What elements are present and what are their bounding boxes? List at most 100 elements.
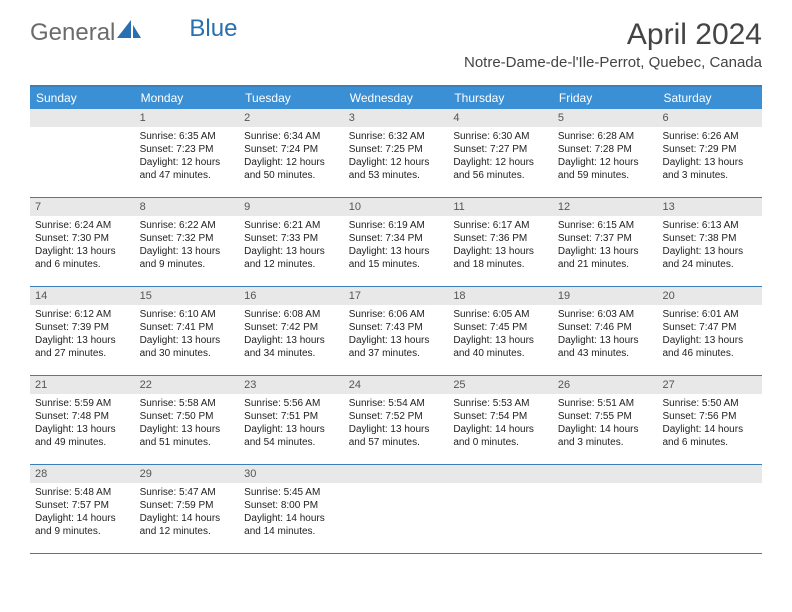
day-cell: 3Sunrise: 6:32 AMSunset: 7:25 PMDaylight… (344, 109, 449, 197)
daylight-text: Daylight: 13 hours and 54 minutes. (244, 423, 339, 449)
day-cell: 12Sunrise: 6:15 AMSunset: 7:37 PMDayligh… (553, 198, 658, 286)
day-content: Sunrise: 6:34 AMSunset: 7:24 PMDaylight:… (239, 127, 344, 188)
sunrise-text: Sunrise: 5:59 AM (35, 397, 130, 410)
weekday-header: Tuesday (239, 87, 344, 109)
day-number: 21 (30, 376, 135, 394)
day-cell: 15Sunrise: 6:10 AMSunset: 7:41 PMDayligh… (135, 287, 240, 375)
sunset-text: Sunset: 7:34 PM (349, 232, 444, 245)
sunrise-text: Sunrise: 6:35 AM (140, 130, 235, 143)
day-content: Sunrise: 5:59 AMSunset: 7:48 PMDaylight:… (30, 394, 135, 455)
daylight-text: Daylight: 14 hours and 9 minutes. (35, 512, 130, 538)
day-cell: 9Sunrise: 6:21 AMSunset: 7:33 PMDaylight… (239, 198, 344, 286)
daylight-text: Daylight: 14 hours and 14 minutes. (244, 512, 339, 538)
day-content: Sunrise: 6:32 AMSunset: 7:25 PMDaylight:… (344, 127, 449, 188)
sunrise-text: Sunrise: 6:13 AM (662, 219, 757, 232)
day-number: 18 (448, 287, 553, 305)
day-number: 9 (239, 198, 344, 216)
day-cell: 17Sunrise: 6:06 AMSunset: 7:43 PMDayligh… (344, 287, 449, 375)
day-content: Sunrise: 6:21 AMSunset: 7:33 PMDaylight:… (239, 216, 344, 277)
day-number: 24 (344, 376, 449, 394)
day-number: 29 (135, 465, 240, 483)
weekday-header: Thursday (448, 87, 553, 109)
week-row: 1Sunrise: 6:35 AMSunset: 7:23 PMDaylight… (30, 109, 762, 198)
day-cell (30, 109, 135, 197)
sunrise-text: Sunrise: 6:10 AM (140, 308, 235, 321)
day-cell: 13Sunrise: 6:13 AMSunset: 7:38 PMDayligh… (657, 198, 762, 286)
day-content: Sunrise: 6:28 AMSunset: 7:28 PMDaylight:… (553, 127, 658, 188)
day-number: 4 (448, 109, 553, 127)
day-number: 10 (344, 198, 449, 216)
sunrise-text: Sunrise: 6:22 AM (140, 219, 235, 232)
sunrise-text: Sunrise: 6:26 AM (662, 130, 757, 143)
sunrise-text: Sunrise: 5:50 AM (662, 397, 757, 410)
sunset-text: Sunset: 8:00 PM (244, 499, 339, 512)
empty-day-bar (448, 465, 553, 483)
day-content: Sunrise: 5:58 AMSunset: 7:50 PMDaylight:… (135, 394, 240, 455)
empty-day-bar (30, 109, 135, 127)
daylight-text: Daylight: 13 hours and 40 minutes. (453, 334, 548, 360)
day-content: Sunrise: 6:15 AMSunset: 7:37 PMDaylight:… (553, 216, 658, 277)
day-number: 20 (657, 287, 762, 305)
empty-day-bar (553, 465, 658, 483)
sunrise-text: Sunrise: 5:47 AM (140, 486, 235, 499)
sunrise-text: Sunrise: 6:24 AM (35, 219, 130, 232)
logo: General Blue (30, 18, 237, 47)
weekday-header: Wednesday (344, 87, 449, 109)
day-number: 15 (135, 287, 240, 305)
sunset-text: Sunset: 7:42 PM (244, 321, 339, 334)
day-content: Sunrise: 5:56 AMSunset: 7:51 PMDaylight:… (239, 394, 344, 455)
day-cell: 16Sunrise: 6:08 AMSunset: 7:42 PMDayligh… (239, 287, 344, 375)
day-content: Sunrise: 5:54 AMSunset: 7:52 PMDaylight:… (344, 394, 449, 455)
daylight-text: Daylight: 13 hours and 27 minutes. (35, 334, 130, 360)
day-cell: 30Sunrise: 5:45 AMSunset: 8:00 PMDayligh… (239, 465, 344, 553)
sunrise-text: Sunrise: 6:32 AM (349, 130, 444, 143)
daylight-text: Daylight: 12 hours and 59 minutes. (558, 156, 653, 182)
daylight-text: Daylight: 13 hours and 21 minutes. (558, 245, 653, 271)
day-cell: 20Sunrise: 6:01 AMSunset: 7:47 PMDayligh… (657, 287, 762, 375)
sunrise-text: Sunrise: 6:17 AM (453, 219, 548, 232)
sunrise-text: Sunrise: 5:53 AM (453, 397, 548, 410)
daylight-text: Daylight: 14 hours and 3 minutes. (558, 423, 653, 449)
day-number: 2 (239, 109, 344, 127)
sunrise-text: Sunrise: 6:15 AM (558, 219, 653, 232)
day-cell: 27Sunrise: 5:50 AMSunset: 7:56 PMDayligh… (657, 376, 762, 464)
day-cell: 14Sunrise: 6:12 AMSunset: 7:39 PMDayligh… (30, 287, 135, 375)
day-cell: 1Sunrise: 6:35 AMSunset: 7:23 PMDaylight… (135, 109, 240, 197)
day-cell: 2Sunrise: 6:34 AMSunset: 7:24 PMDaylight… (239, 109, 344, 197)
sunset-text: Sunset: 7:23 PM (140, 143, 235, 156)
weekday-header: Friday (553, 87, 658, 109)
sunset-text: Sunset: 7:27 PM (453, 143, 548, 156)
day-content: Sunrise: 6:26 AMSunset: 7:29 PMDaylight:… (657, 127, 762, 188)
sunset-text: Sunset: 7:38 PM (662, 232, 757, 245)
sunrise-text: Sunrise: 5:58 AM (140, 397, 235, 410)
week-row: 21Sunrise: 5:59 AMSunset: 7:48 PMDayligh… (30, 376, 762, 465)
daylight-text: Daylight: 13 hours and 3 minutes. (662, 156, 757, 182)
day-cell: 25Sunrise: 5:53 AMSunset: 7:54 PMDayligh… (448, 376, 553, 464)
day-cell (448, 465, 553, 553)
day-number: 13 (657, 198, 762, 216)
sunrise-text: Sunrise: 5:54 AM (349, 397, 444, 410)
sunset-text: Sunset: 7:48 PM (35, 410, 130, 423)
day-content: Sunrise: 6:19 AMSunset: 7:34 PMDaylight:… (344, 216, 449, 277)
day-cell: 26Sunrise: 5:51 AMSunset: 7:55 PMDayligh… (553, 376, 658, 464)
sunset-text: Sunset: 7:25 PM (349, 143, 444, 156)
day-content: Sunrise: 6:13 AMSunset: 7:38 PMDaylight:… (657, 216, 762, 277)
day-number: 16 (239, 287, 344, 305)
sunset-text: Sunset: 7:55 PM (558, 410, 653, 423)
day-cell: 6Sunrise: 6:26 AMSunset: 7:29 PMDaylight… (657, 109, 762, 197)
sunrise-text: Sunrise: 6:30 AM (453, 130, 548, 143)
day-cell: 29Sunrise: 5:47 AMSunset: 7:59 PMDayligh… (135, 465, 240, 553)
daylight-text: Daylight: 14 hours and 0 minutes. (453, 423, 548, 449)
sunset-text: Sunset: 7:47 PM (662, 321, 757, 334)
day-content: Sunrise: 5:50 AMSunset: 7:56 PMDaylight:… (657, 394, 762, 455)
day-cell: 28Sunrise: 5:48 AMSunset: 7:57 PMDayligh… (30, 465, 135, 553)
sunset-text: Sunset: 7:51 PM (244, 410, 339, 423)
day-cell (344, 465, 449, 553)
sunrise-text: Sunrise: 6:05 AM (453, 308, 548, 321)
daylight-text: Daylight: 13 hours and 12 minutes. (244, 245, 339, 271)
day-cell (657, 465, 762, 553)
daylight-text: Daylight: 13 hours and 37 minutes. (349, 334, 444, 360)
day-number: 7 (30, 198, 135, 216)
weekday-header: Monday (135, 87, 240, 109)
day-cell (553, 465, 658, 553)
